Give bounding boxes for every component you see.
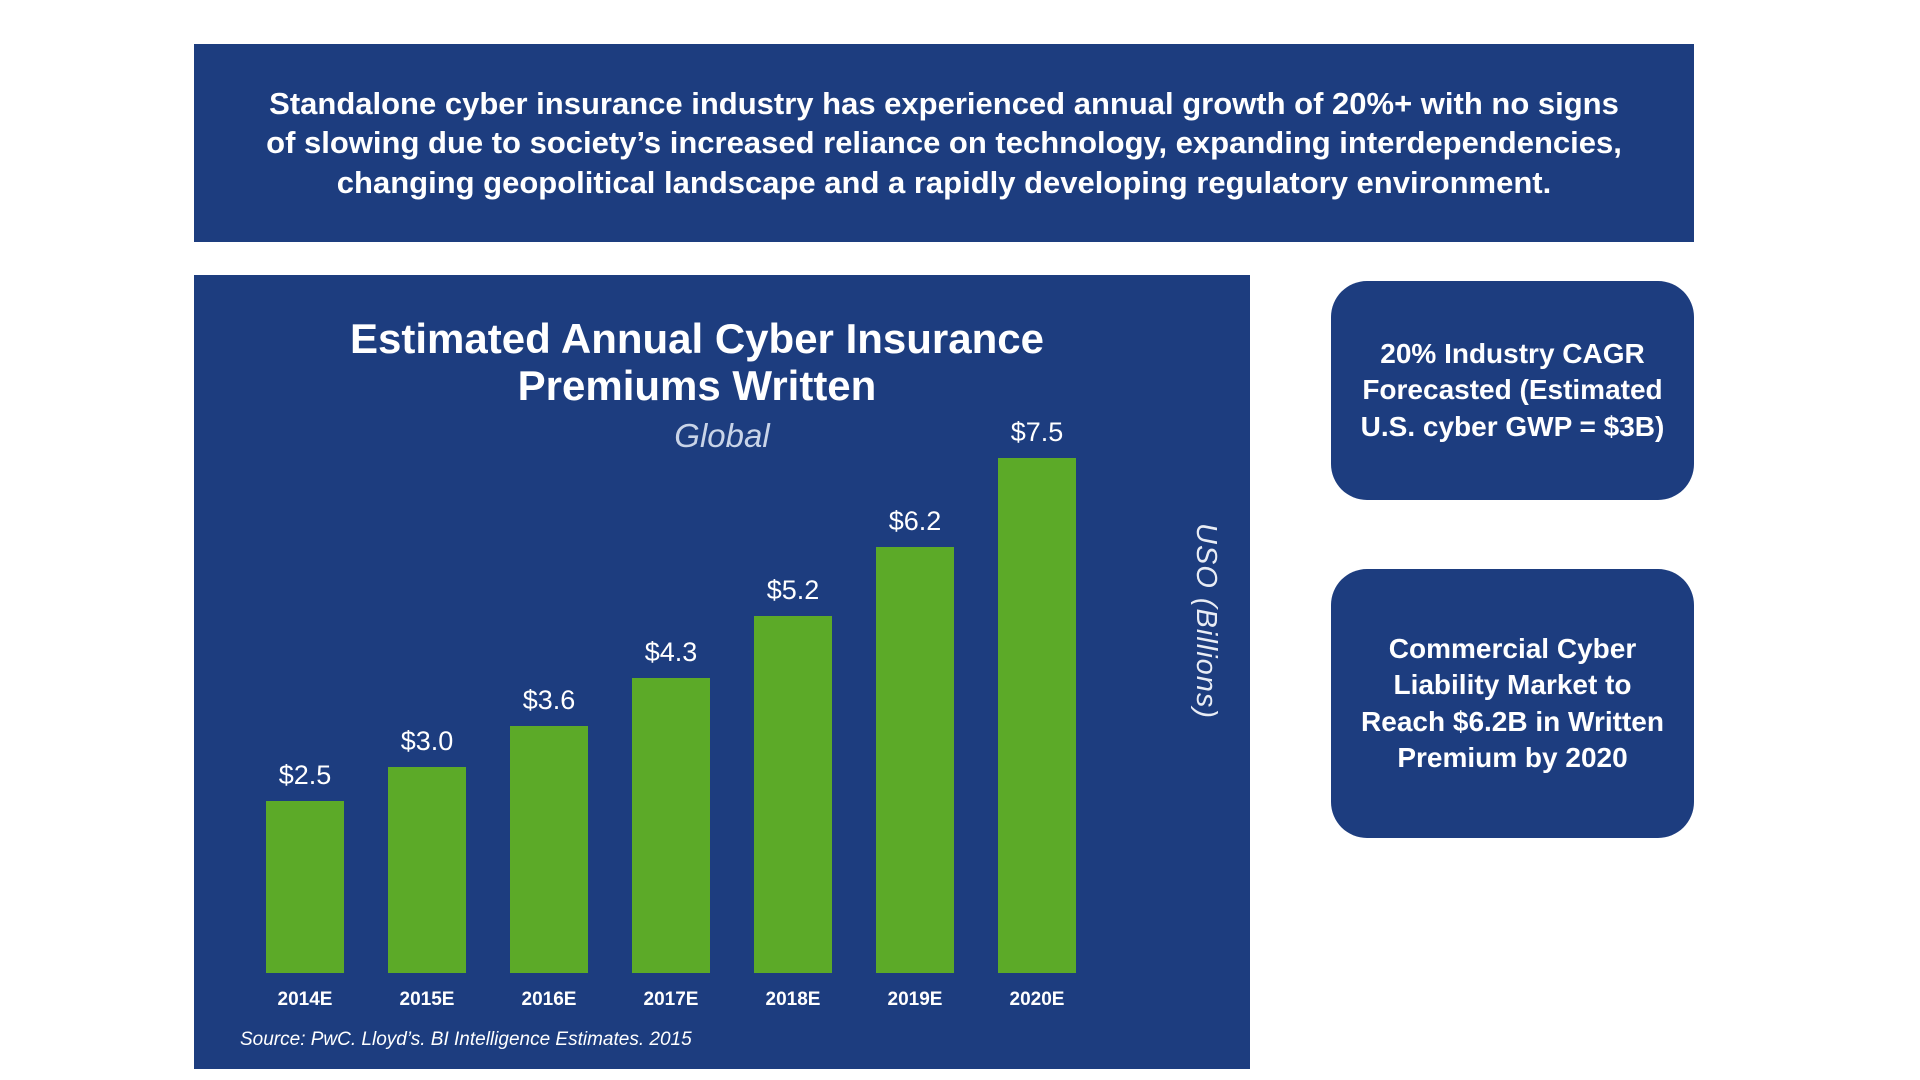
- bar-group-2017E: $4.3 2017E: [632, 637, 710, 1013]
- callout-market-text: Commercial Cyber Liability Market to Rea…: [1361, 632, 1664, 773]
- bar-value-label: $3.0: [400, 726, 454, 756]
- bar-group-2014E: $2.5 2014E: [266, 760, 344, 1013]
- bar: [754, 616, 832, 973]
- bar-value-label: $2.5: [278, 760, 332, 790]
- x-axis-tick-label: 2016E: [521, 989, 577, 1010]
- bar-value-label: $4.3: [644, 637, 698, 667]
- bar-group-2019E: $6.2 2019E: [876, 506, 954, 1013]
- x-axis-tick-label: 2019E: [887, 989, 943, 1010]
- callout-cagr: 20% Industry CAGR Forecasted (Estimated …: [1331, 281, 1694, 500]
- chart-title: Estimated Annual Cyber Insurance Premium…: [350, 315, 1044, 410]
- bar: [998, 458, 1076, 973]
- bar-value-label: $3.6: [522, 685, 576, 715]
- bar-value-label: $7.5: [1010, 417, 1064, 447]
- callout-market: Commercial Cyber Liability Market to Rea…: [1331, 569, 1694, 838]
- bar: [388, 767, 466, 973]
- bar: [266, 801, 344, 973]
- x-axis-tick-label: 2018E: [765, 989, 821, 1010]
- chart-subtitle: Global: [674, 417, 770, 455]
- header-text: Standalone cyber insurance industry has …: [266, 86, 1622, 200]
- bar-value-label: $5.2: [766, 575, 820, 605]
- x-axis-tick-label: 2017E: [643, 989, 699, 1010]
- chart-source: Source: PwC. Lloyd’s. BI Intelligence Es…: [240, 1029, 692, 1050]
- bar: [876, 547, 954, 973]
- bar-group-2020E: $7.5 2020E: [998, 417, 1076, 1013]
- x-axis-tick-label: 2015E: [399, 989, 455, 1010]
- bar: [632, 678, 710, 973]
- callout-cagr-text: 20% Industry CAGR Forecasted (Estimated …: [1360, 337, 1665, 442]
- x-axis-tick-label: 2020E: [1009, 989, 1065, 1010]
- header-banner: Standalone cyber insurance industry has …: [194, 44, 1694, 242]
- bar-value-label: $6.2: [888, 506, 942, 536]
- bar-group-2016E: $3.6 2016E: [510, 685, 588, 1013]
- bar-group-2015E: $3.0 2015E: [388, 726, 466, 1013]
- bar-group-2018E: $5.2 2018E: [754, 575, 832, 1013]
- chart-panel: Estimated Annual Cyber Insurance Premium…: [194, 275, 1250, 1069]
- bar: [510, 726, 588, 973]
- bar-plot-area: $2.5 2014E $3.0 2015E $3.6 2016E $4.3 2017E $5.2…: [222, 375, 1120, 1013]
- y-axis-label: USO (Billions): [1190, 523, 1222, 720]
- x-axis-tick-label: 2014E: [277, 989, 333, 1010]
